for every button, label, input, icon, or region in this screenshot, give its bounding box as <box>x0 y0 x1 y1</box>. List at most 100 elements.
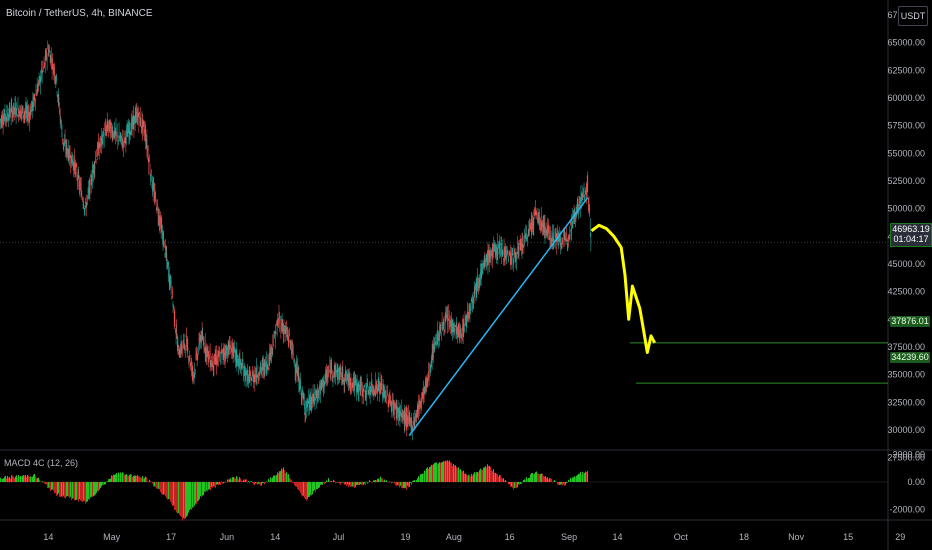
candle-body <box>519 241 521 250</box>
candle-body <box>23 115 24 118</box>
macd-bar <box>124 474 125 482</box>
candle-body <box>382 392 383 397</box>
candle-body <box>441 322 443 324</box>
candle-body <box>514 253 516 259</box>
macd-bar <box>326 480 327 482</box>
macd-bar <box>200 482 201 497</box>
macd-bar <box>379 479 380 482</box>
candle-body <box>576 200 578 208</box>
candle-body <box>545 228 546 232</box>
candle-body <box>127 132 129 138</box>
candle-body <box>159 219 161 226</box>
candle-body <box>4 108 6 122</box>
candle-body <box>307 405 309 408</box>
macd-bar <box>480 468 481 482</box>
candle-body <box>93 165 94 174</box>
candle-body <box>242 360 243 367</box>
candle-body <box>315 389 316 396</box>
candle-body <box>447 313 448 326</box>
candle-body <box>469 312 471 313</box>
macd-bar <box>114 474 115 482</box>
candle-body <box>246 369 248 371</box>
macd-label: MACD 4C (12, 26) <box>4 458 79 468</box>
candle-body <box>551 240 553 245</box>
macd-bar <box>375 479 376 482</box>
candle-body <box>498 244 500 246</box>
macd-bar <box>15 476 16 482</box>
candle-body <box>95 158 96 160</box>
macd-bar <box>56 482 57 496</box>
candle-body <box>373 391 375 394</box>
candle-body <box>356 380 358 392</box>
candle-body <box>538 213 540 215</box>
candle-body <box>450 321 452 328</box>
macd-bar <box>429 466 430 482</box>
macd-bar <box>70 482 71 497</box>
macd-bar <box>285 473 286 482</box>
candle-body <box>299 385 301 392</box>
candle-body <box>383 387 385 394</box>
candle-body <box>121 145 123 148</box>
candle-body <box>360 383 362 389</box>
macd-bar <box>253 482 254 485</box>
macd-bar <box>171 482 172 504</box>
candle-body <box>257 375 258 378</box>
candle-body <box>305 407 306 414</box>
candle-body <box>480 271 481 280</box>
macd-bar <box>216 482 217 485</box>
macd-bar <box>341 482 342 483</box>
macd-bar <box>21 476 22 482</box>
macd-bar <box>542 473 543 482</box>
candle-body <box>318 390 319 397</box>
candle-body <box>334 365 336 368</box>
candle-body <box>153 186 155 189</box>
candle-body <box>357 384 359 387</box>
macd-bar <box>455 465 456 482</box>
candle-body <box>141 119 143 128</box>
candle-body <box>13 108 15 111</box>
candle-body <box>513 260 514 266</box>
candle-body <box>66 145 68 155</box>
candle-body <box>457 329 458 338</box>
current-price-tag: 46963.19 01:04:17 <box>890 223 932 247</box>
candle-body <box>284 327 286 332</box>
candle-body <box>534 212 536 216</box>
macd-bar <box>224 482 225 483</box>
candle-body <box>134 115 136 125</box>
candle-body <box>412 426 414 430</box>
macd-bar <box>196 482 197 504</box>
macd-bar <box>241 480 242 482</box>
macd-bar <box>451 462 452 482</box>
candle-body <box>217 352 219 360</box>
macd-bar <box>182 482 183 521</box>
macd-bar <box>408 482 409 488</box>
candle-body <box>440 323 442 333</box>
macd-bar <box>152 482 153 484</box>
macd-bar <box>393 482 394 483</box>
macd-bar <box>153 482 154 487</box>
candle-body <box>2 122 4 125</box>
candle-body <box>465 315 466 325</box>
macd-bar <box>510 482 511 487</box>
macd-bar <box>282 469 283 482</box>
macd-bar <box>205 482 206 493</box>
macd-bar <box>198 482 199 501</box>
candle-body <box>374 390 375 395</box>
macd-bar <box>144 478 145 482</box>
candle-body <box>580 193 582 199</box>
candle-body <box>408 413 409 415</box>
candle-body <box>31 101 32 109</box>
candle-body <box>142 118 143 132</box>
candle-body <box>560 236 561 247</box>
macd-bar <box>22 475 23 482</box>
candle-body <box>233 345 235 350</box>
currency-button[interactable]: USDT <box>898 6 928 26</box>
macd-bar <box>220 482 221 485</box>
macd-bar <box>476 472 477 482</box>
candle-body <box>93 163 95 174</box>
candle-body <box>367 382 368 384</box>
candle-body <box>339 369 341 382</box>
candle-body <box>475 283 476 287</box>
macd-bar <box>372 482 373 483</box>
